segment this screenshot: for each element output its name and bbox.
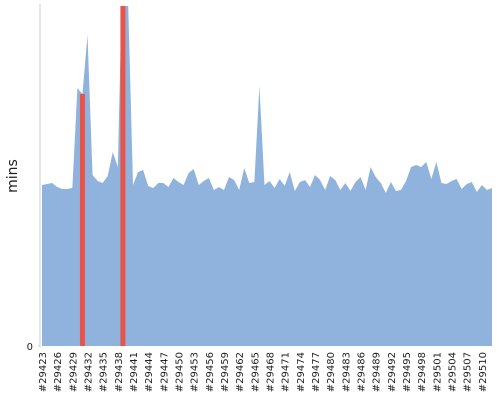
x-tick-label: #29504 xyxy=(448,352,459,392)
x-tick-label: #29477 xyxy=(311,352,322,392)
x-tick-label: #29498 xyxy=(417,352,428,392)
plot-area xyxy=(42,6,492,346)
x-tick-label: #29471 xyxy=(281,352,292,392)
x-tick-label: #29438 xyxy=(114,352,125,392)
x-tick-label: #29495 xyxy=(402,352,413,392)
x-tick-label: #29444 xyxy=(144,352,155,392)
y-axis-label: mins xyxy=(5,159,21,193)
x-tick-label: #29465 xyxy=(250,352,261,392)
failed-bar xyxy=(79,94,85,346)
x-tick-label: #29489 xyxy=(372,352,383,392)
x-tick-label: #29510 xyxy=(478,352,489,392)
x-tick-label: #29429 xyxy=(68,352,79,392)
area xyxy=(42,6,492,346)
x-tick-label: #29474 xyxy=(296,352,307,392)
x-tick-label: #29462 xyxy=(235,352,246,392)
x-tick-label: #29468 xyxy=(266,352,277,392)
x-tick-label: #29423 xyxy=(38,352,49,392)
x-tick-label: #29435 xyxy=(99,352,110,392)
failed-bar xyxy=(120,6,126,346)
x-tick-label: #29426 xyxy=(53,352,64,392)
x-tick-label: #29441 xyxy=(129,352,140,392)
y-tick-label: 0 xyxy=(27,342,33,353)
x-tick-label: #29459 xyxy=(220,352,231,392)
x-tick-label: #29453 xyxy=(190,352,201,392)
x-tick-label: #29450 xyxy=(175,352,186,392)
x-tick-label: #29507 xyxy=(463,352,474,392)
x-tick-label: #29486 xyxy=(357,352,368,392)
x-tick-label: #29432 xyxy=(84,352,95,392)
x-tick-label: #29447 xyxy=(159,352,170,392)
x-tick-label: #29456 xyxy=(205,352,216,392)
x-tick-label: #29480 xyxy=(326,352,337,392)
x-tick-label: #29492 xyxy=(387,352,398,392)
x-tick-label: #29501 xyxy=(432,352,443,392)
x-tick-label: #29483 xyxy=(341,352,352,392)
